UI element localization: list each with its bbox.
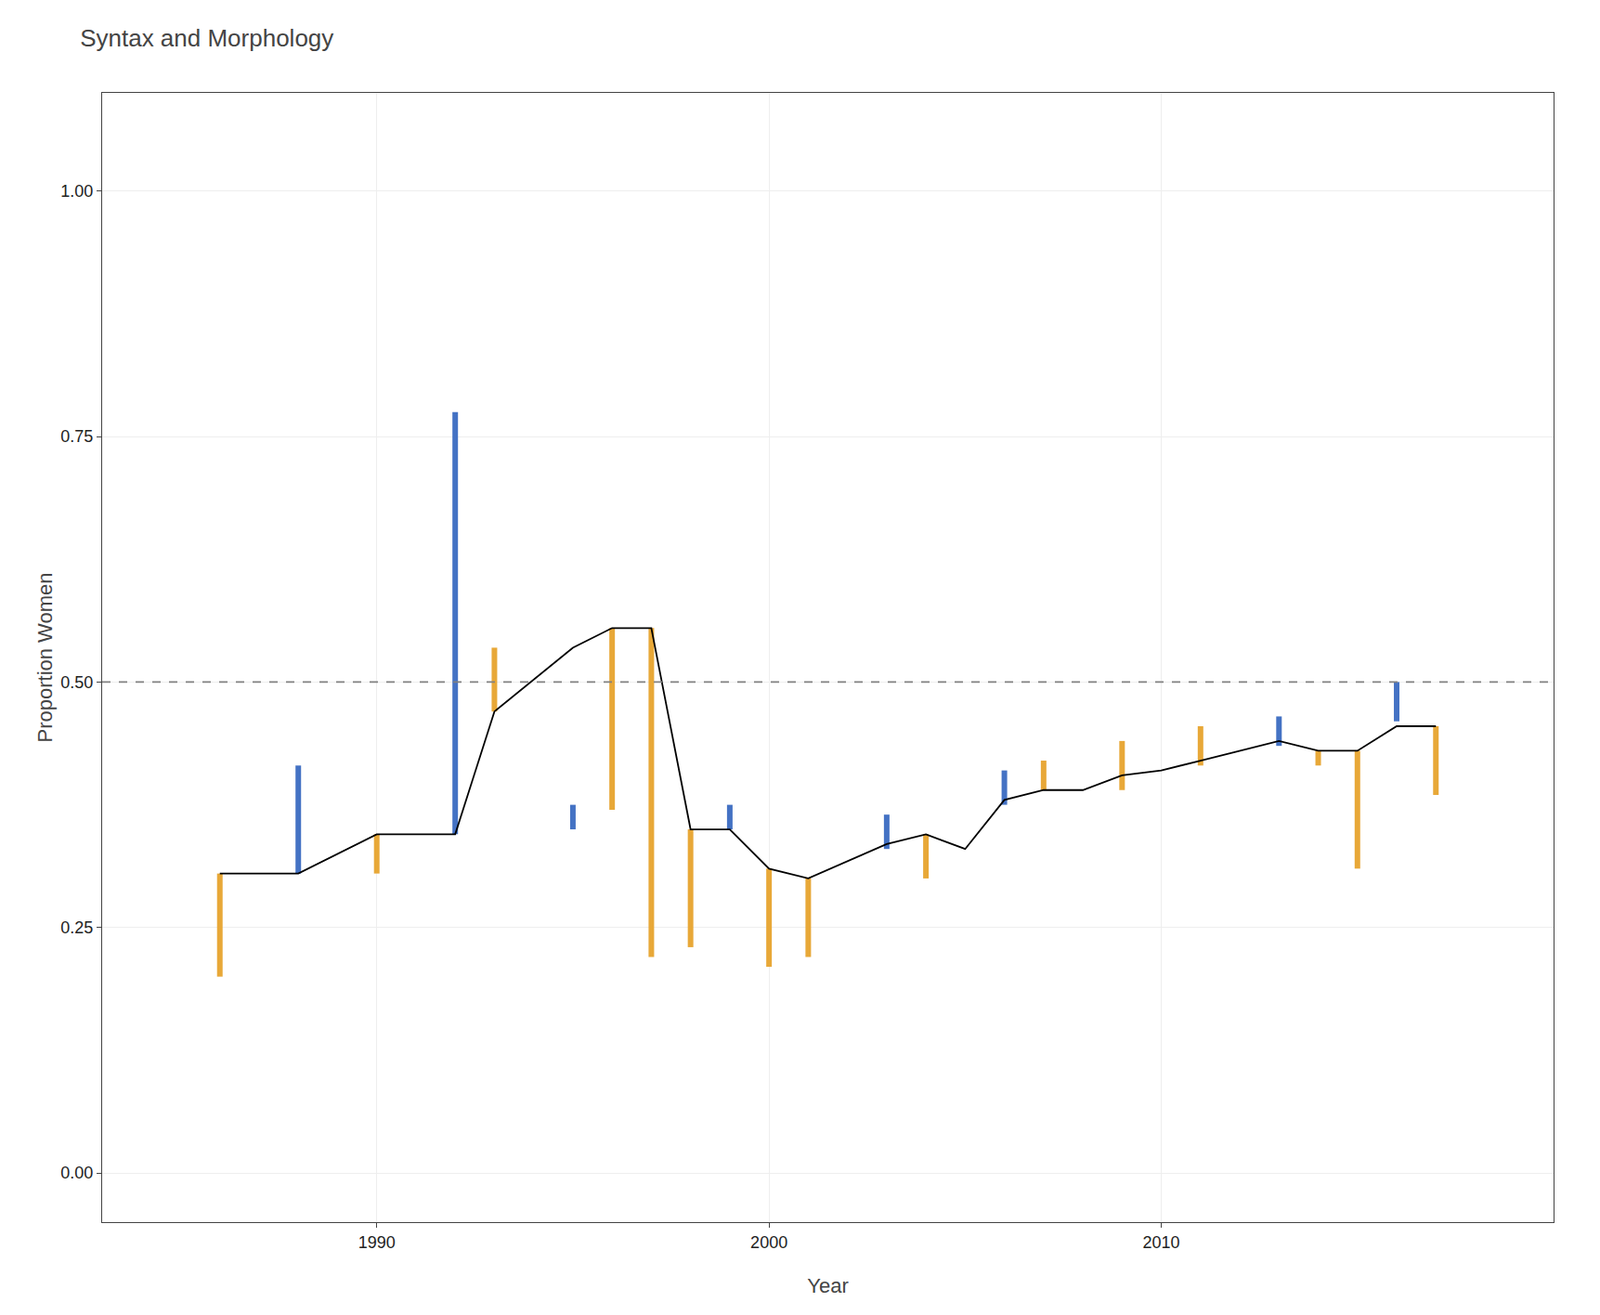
svg-text:1.00: 1.00	[60, 182, 93, 201]
svg-text:2010: 2010	[1143, 1233, 1181, 1252]
svg-text:0.25: 0.25	[60, 918, 93, 937]
svg-text:0.00: 0.00	[60, 1163, 93, 1183]
svg-text:Year: Year	[806, 1274, 848, 1298]
svg-text:1990: 1990	[358, 1233, 396, 1252]
svg-text:0.50: 0.50	[60, 673, 93, 692]
svg-text:2000: 2000	[750, 1233, 788, 1252]
svg-text:0.75: 0.75	[60, 427, 93, 446]
svg-text:Syntax and Morphology: Syntax and Morphology	[79, 24, 334, 53]
svg-text:Proportion Women: Proportion Women	[33, 572, 57, 742]
